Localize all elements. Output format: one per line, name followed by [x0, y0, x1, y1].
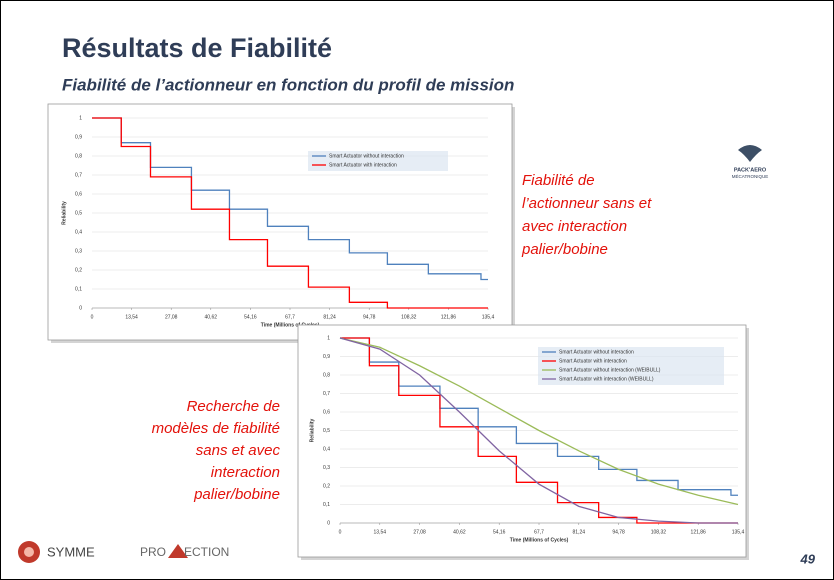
x-tick-label: 54,16 — [244, 314, 257, 320]
x-axis-label: Time (Millions of Cycles) — [510, 537, 569, 543]
logo-icon — [738, 145, 762, 162]
x-tick-label: 81,24 — [573, 529, 586, 535]
y-tick-label: 0,2 — [75, 267, 82, 273]
note-left: modèles de fiabilité — [152, 420, 280, 437]
symme-icon — [24, 547, 34, 557]
projection-logo: ECTION — [184, 545, 229, 559]
y-tick-label: 1 — [327, 335, 330, 341]
y-tick-label: 0,5 — [75, 210, 82, 216]
y-tick-label: 0 — [327, 520, 330, 526]
note-right: l’actionneur sans et — [522, 195, 652, 212]
y-tick-label: 0,8 — [75, 153, 82, 159]
note-right: palier/bobine — [521, 241, 608, 258]
projection-icon — [168, 544, 188, 558]
legend-label: Smart Actuator without interaction (WEIB… — [559, 367, 661, 373]
x-tick-label: 108,32 — [651, 529, 667, 535]
y-tick-label: 0,8 — [323, 372, 330, 378]
y-tick-label: 0,5 — [323, 428, 330, 434]
note-left: sans et avec — [196, 442, 281, 459]
y-tick-label: 0,9 — [323, 354, 330, 360]
legend-label: Smart Actuator without interaction — [559, 349, 634, 355]
chart-frame — [47, 103, 513, 341]
x-tick-label: 13,54 — [125, 314, 138, 320]
x-tick-label: 27,08 — [413, 529, 426, 535]
note-left: palier/bobine — [193, 486, 280, 503]
x-tick-label: 121,86 — [441, 314, 457, 320]
legend-label: Smart Actuator with interaction — [559, 358, 627, 364]
legend-label: Smart Actuator without interaction — [329, 153, 404, 159]
legend-label: Smart Actuator with interaction — [329, 162, 397, 168]
slide-title: Résultats de Fiabilité — [62, 33, 332, 63]
x-axis-label: Time (Millions of Cycles) — [261, 322, 320, 328]
logo-text: MÉCATRONIQUE — [732, 173, 768, 179]
x-tick-label: 40,62 — [205, 314, 218, 320]
page-number: 49 — [800, 551, 816, 566]
x-tick-label: 67,7 — [285, 314, 295, 320]
x-tick-label: 13,54 — [374, 529, 387, 535]
series-line — [340, 337, 738, 524]
slide-subtitle: Fiabilité de l’actionneur en fonction du… — [62, 75, 514, 94]
legend: Smart Actuator without interaction Smart … — [308, 151, 448, 171]
note-right: avec interaction — [522, 218, 627, 235]
y-tick-label: 0,1 — [75, 286, 82, 292]
chart: 0 0,1 0,2 0,3 0,4 0,5 0,6 0,7 0,8 0,9 1 0 13,54 27,08… — [297, 324, 749, 560]
x-tick-label: 135,4 — [732, 529, 745, 535]
y-tick-label: 0,7 — [75, 172, 82, 178]
series-line — [339, 337, 739, 506]
y-tick-label: 0,3 — [75, 248, 82, 254]
series-line — [92, 117, 488, 309]
y-tick-label: 0,9 — [75, 134, 82, 140]
x-tick-label: 54,16 — [493, 529, 506, 535]
y-tick-label: 0,1 — [323, 502, 330, 508]
note-left: Recherche de — [187, 398, 280, 415]
x-tick-label: 27,08 — [165, 314, 178, 320]
x-tick-label: 81,24 — [323, 314, 336, 320]
y-tick-label: 1 — [79, 115, 82, 121]
y-axis-label: Reliability — [309, 418, 315, 442]
series-line — [339, 337, 738, 524]
x-tick-label: 0 — [339, 529, 342, 535]
note-right: Fiabilité de — [522, 172, 595, 189]
y-tick-label: 0,4 — [323, 446, 330, 452]
x-tick-label: 67,7 — [534, 529, 544, 535]
logo-text: PACK'AERO — [734, 167, 767, 173]
legend-box — [308, 151, 448, 171]
y-axis-label: Reliability — [61, 201, 67, 225]
legend: Smart Actuator without interaction Smart … — [538, 347, 724, 385]
y-tick-label: 0,2 — [323, 483, 330, 489]
x-tick-label: 94,78 — [612, 529, 625, 535]
y-tick-label: 0,6 — [323, 409, 330, 415]
x-tick-label: 94,78 — [363, 314, 376, 320]
y-tick-label: 0,3 — [323, 465, 330, 471]
projection-logo: PRO — [140, 545, 166, 559]
x-tick-label: 121,86 — [691, 529, 707, 535]
chart: 0 0,1 0,2 0,3 0,4 0,5 0,6 0,7 0,8 0,9 1 0 13,54 27,08… — [47, 103, 515, 343]
note-left: interaction — [211, 464, 280, 481]
x-tick-label: 108,32 — [401, 314, 417, 320]
y-tick-label: 0,4 — [75, 229, 82, 235]
x-tick-label: 135,4 — [482, 314, 495, 320]
x-tick-label: 0 — [91, 314, 94, 320]
legend-box — [538, 347, 724, 385]
symme-logo: SYMME — [47, 544, 95, 559]
footer: SYMME PRO ECTION 49 — [18, 541, 816, 566]
y-tick-label: 0,7 — [323, 391, 330, 397]
y-tick-label: 0,6 — [75, 191, 82, 197]
y-tick-label: 0 — [79, 305, 82, 311]
legend-label: Smart Actuator with interaction (WEIBULL… — [559, 376, 654, 382]
x-tick-label: 40,62 — [453, 529, 466, 535]
logo-top: PACK'AERO MÉCATRONIQUE — [732, 145, 768, 179]
